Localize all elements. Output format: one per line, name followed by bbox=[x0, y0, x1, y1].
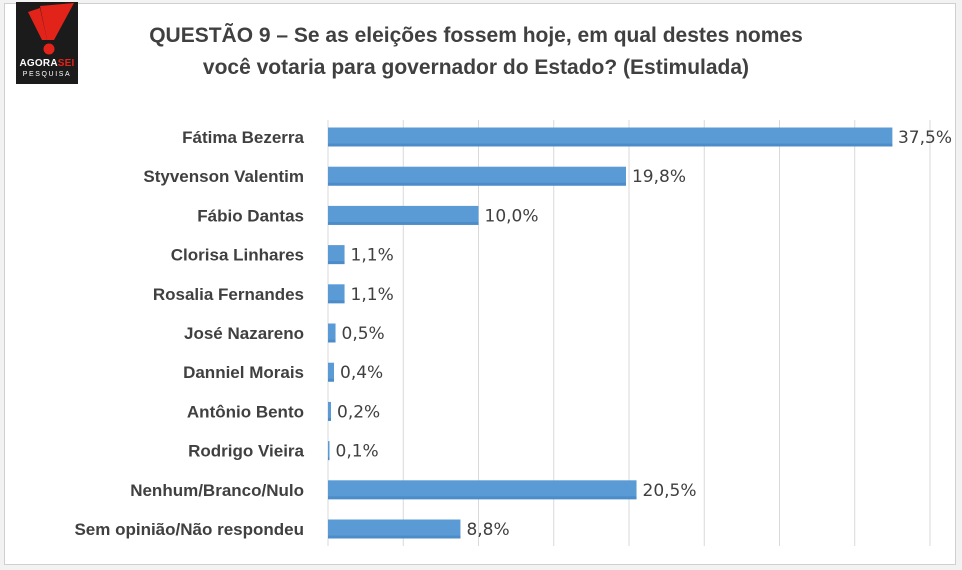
bar-shadow bbox=[328, 221, 479, 225]
category-label: Fátima Bezerra bbox=[182, 128, 304, 147]
value-label: 1,1% bbox=[351, 246, 394, 266]
category-label: Sem opinião/Não respondeu bbox=[74, 520, 304, 539]
category-label: Antônio Bento bbox=[187, 402, 304, 421]
category-label: Clorisa Linhares bbox=[171, 246, 304, 265]
bar-shadow bbox=[328, 143, 893, 147]
bar-shadow bbox=[328, 535, 461, 539]
bar-shadow bbox=[328, 378, 335, 382]
bar bbox=[328, 519, 461, 539]
bar bbox=[328, 284, 345, 304]
category-label: Rodrigo Vieira bbox=[188, 442, 304, 461]
bar bbox=[328, 205, 479, 225]
chart-title-line-1: QUESTÃO 9 – Se as eleições fossem hoje, … bbox=[149, 24, 803, 47]
category-label: Danniel Morais bbox=[183, 363, 304, 382]
value-label: 0,4% bbox=[340, 363, 383, 383]
bar bbox=[328, 127, 893, 147]
bar-shadow bbox=[328, 182, 626, 186]
agorasei-logo: AGORASEI PESQUISA bbox=[16, 2, 78, 84]
bars bbox=[328, 127, 893, 539]
bar-shadow bbox=[328, 417, 332, 421]
value-label: 37,5% bbox=[898, 128, 952, 148]
chart-title: QUESTÃO 9 – Se as eleições fossem hoje, … bbox=[96, 20, 856, 84]
bar bbox=[328, 166, 626, 186]
bar-shadow bbox=[328, 261, 345, 265]
value-label: 19,8% bbox=[632, 167, 686, 187]
exclamation-mark-icon bbox=[28, 3, 74, 55]
logo-brand-accent: SEI bbox=[57, 58, 75, 69]
logo-brand-main: AGORA bbox=[19, 58, 58, 69]
chart-frame bbox=[4, 3, 956, 565]
gridlines bbox=[327, 120, 931, 546]
category-label: Rosalia Fernandes bbox=[153, 285, 304, 304]
chart-title-line-2: você votaria para governador do Estado? … bbox=[202, 56, 750, 79]
bar bbox=[328, 401, 332, 421]
value-label: 10,0% bbox=[485, 206, 539, 226]
bar-shadow bbox=[328, 339, 336, 343]
category-label: Styvenson Valentim bbox=[143, 167, 304, 186]
bar bbox=[328, 245, 345, 265]
value-label: 20,5% bbox=[643, 481, 697, 501]
bar bbox=[328, 362, 335, 382]
logo-wordmark: AGORASEI bbox=[16, 58, 78, 69]
bar-shadow bbox=[328, 300, 345, 304]
bar-shadow bbox=[328, 457, 330, 461]
bar bbox=[328, 323, 336, 343]
category-label: José Nazareno bbox=[184, 324, 304, 343]
logo-subtitle: PESQUISA bbox=[22, 71, 72, 78]
bar-shadow bbox=[328, 496, 637, 500]
value-label: 1,1% bbox=[351, 285, 394, 305]
bar bbox=[328, 480, 637, 500]
labels: Fátima Bezerra 37,5% Styvenson Valentim 19,… bbox=[74, 128, 952, 540]
category-label: Nenhum/Branco/Nulo bbox=[130, 481, 304, 500]
value-label: 0,2% bbox=[337, 402, 380, 422]
category-label: Fábio Dantas bbox=[197, 206, 304, 225]
value-label: 0,1% bbox=[336, 442, 379, 462]
value-label: 0,5% bbox=[342, 324, 385, 344]
bar bbox=[328, 441, 330, 461]
value-label: 8,8% bbox=[466, 520, 509, 540]
